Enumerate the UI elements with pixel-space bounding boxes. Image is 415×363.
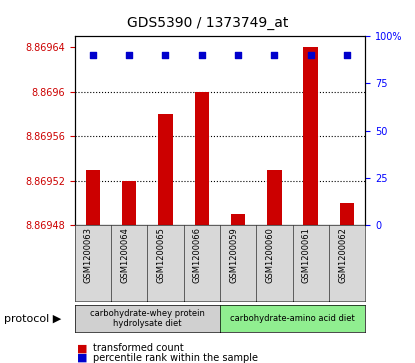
Text: protocol ▶: protocol ▶: [4, 314, 61, 323]
Point: [271, 52, 278, 58]
Bar: [122, 181, 137, 225]
Point: [308, 52, 314, 58]
Bar: [158, 114, 173, 225]
Text: GSM1200063: GSM1200063: [84, 227, 93, 283]
Point: [198, 52, 205, 58]
Point: [126, 52, 132, 58]
Text: carbohydrate-whey protein
hydrolysate diet: carbohydrate-whey protein hydrolysate di…: [90, 309, 205, 328]
Text: GSM1200059: GSM1200059: [229, 227, 238, 283]
Bar: [303, 48, 318, 225]
Text: GDS5390 / 1373749_at: GDS5390 / 1373749_at: [127, 16, 288, 30]
Point: [90, 52, 96, 58]
Text: ■: ■: [77, 352, 87, 363]
Bar: [267, 170, 282, 225]
Text: percentile rank within the sample: percentile rank within the sample: [93, 352, 259, 363]
Bar: [85, 170, 100, 225]
Point: [235, 52, 242, 58]
Text: ■: ■: [77, 343, 87, 354]
Text: GSM1200066: GSM1200066: [193, 227, 202, 283]
Text: GSM1200061: GSM1200061: [302, 227, 311, 283]
Text: GSM1200065: GSM1200065: [156, 227, 166, 283]
Point: [344, 52, 350, 58]
Text: GSM1200062: GSM1200062: [338, 227, 347, 283]
Bar: [340, 203, 354, 225]
Bar: [231, 214, 245, 225]
Text: GSM1200064: GSM1200064: [120, 227, 129, 283]
Bar: [195, 92, 209, 225]
Text: GSM1200060: GSM1200060: [266, 227, 274, 283]
Text: carbohydrate-amino acid diet: carbohydrate-amino acid diet: [230, 314, 355, 323]
Text: transformed count: transformed count: [93, 343, 184, 354]
Point: [162, 52, 169, 58]
